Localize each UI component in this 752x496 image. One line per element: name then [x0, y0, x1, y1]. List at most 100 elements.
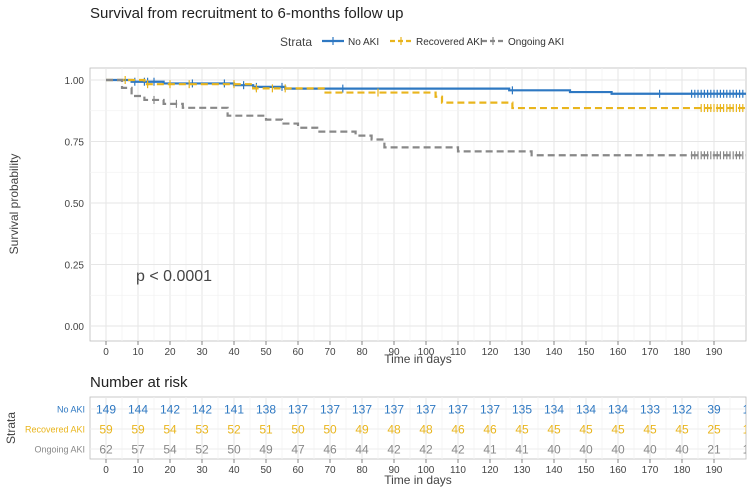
risk-x-tick-label: 190	[706, 465, 723, 476]
y-tick-label: 0.00	[65, 322, 85, 333]
risk-count: 137	[352, 403, 372, 417]
risk-table-y-label: Strata	[4, 412, 18, 444]
y-tick-label: 1.00	[65, 76, 85, 87]
x-tick-label: 90	[388, 347, 400, 358]
risk-x-tick-label: 160	[610, 465, 627, 476]
risk-row-label: No AKI	[57, 405, 85, 415]
risk-count: 142	[192, 403, 212, 417]
legend-label: Ongoing AKI	[508, 37, 564, 48]
risk-count: 1	[743, 423, 750, 437]
x-axis-ticks: 0 10 20 30 40 50 60 70 80 90 100 110 120 130 140 150 160…	[103, 341, 723, 358]
risk-count: 1	[743, 403, 750, 417]
risk-count: 50	[291, 423, 305, 437]
risk-x-tick-label: 80	[356, 465, 368, 476]
risk-count: 39	[707, 403, 721, 417]
risk-count: 51	[259, 423, 273, 437]
risk-count: 138	[256, 403, 276, 417]
risk-table-x-ticks: 0 10 20 30 40 50 60 70 80 90 100 110 120 130 140 150 160…	[103, 459, 723, 476]
risk-count: 45	[611, 423, 625, 437]
risk-count: 1	[743, 443, 750, 457]
risk-count: 52	[227, 423, 241, 437]
risk-count: 49	[355, 423, 369, 437]
risk-x-tick-label: 170	[642, 465, 659, 476]
risk-count: 25	[707, 423, 721, 437]
risk-count: 133	[640, 403, 660, 417]
risk-x-tick-label: 0	[103, 465, 109, 476]
risk-count: 45	[515, 423, 529, 437]
survival-panel: 0.00 0.25 0.50 0.75 1.00 0 10 20 30 40 50 60 70 80 90…	[7, 67, 747, 366]
risk-count: 137	[480, 403, 500, 417]
risk-table-gridlines	[90, 397, 746, 459]
legend: Strata No AKI Recovered AKI Ongoing AKI	[280, 35, 564, 49]
y-axis-label: Survival probability	[7, 154, 21, 255]
risk-count: 137	[288, 403, 308, 417]
legend-label: Recovered AKI	[416, 37, 483, 48]
risk-x-tick-label: 50	[260, 465, 272, 476]
risk-count: 54	[163, 423, 177, 437]
x-tick-label: 30	[196, 347, 208, 358]
x-tick-label: 160	[610, 347, 627, 358]
risk-x-tick-label: 90	[388, 465, 400, 476]
x-tick-label: 0	[103, 347, 109, 358]
risk-count: 42	[419, 443, 433, 457]
x-tick-label: 120	[482, 347, 499, 358]
x-axis-label: Time in days	[384, 352, 452, 366]
x-tick-label: 20	[164, 347, 176, 358]
risk-count: 134	[608, 403, 628, 417]
risk-table-x-label: Time in days	[384, 473, 452, 487]
risk-table-title: Number at risk	[90, 374, 188, 391]
risk-x-tick-label: 10	[132, 465, 144, 476]
x-tick-label: 60	[292, 347, 304, 358]
risk-count: 46	[483, 423, 497, 437]
x-tick-label: 140	[546, 347, 563, 358]
risk-count: 48	[419, 423, 433, 437]
x-tick-label: 130	[514, 347, 531, 358]
risk-count: 42	[451, 443, 465, 457]
risk-count: 45	[675, 423, 689, 437]
x-tick-label: 50	[260, 347, 272, 358]
risk-count: 52	[195, 443, 209, 457]
risk-count: 137	[384, 403, 404, 417]
risk-count: 41	[483, 443, 497, 457]
x-tick-label: 80	[356, 347, 368, 358]
x-tick-label: 180	[674, 347, 691, 358]
risk-count: 50	[323, 423, 337, 437]
risk-count: 134	[576, 403, 596, 417]
risk-count: 40	[547, 443, 561, 457]
legend-title: Strata	[280, 35, 312, 49]
risk-count: 57	[131, 443, 145, 457]
x-tick-label: 190	[706, 347, 723, 358]
risk-row-label: Ongoing AKI	[34, 445, 85, 455]
risk-count: 144	[128, 403, 148, 417]
x-tick-label: 100	[418, 347, 435, 358]
y-axis-ticks: 0.00 0.25 0.50 0.75 1.00	[65, 76, 85, 333]
legend-label: No AKI	[348, 37, 379, 48]
risk-count: 54	[163, 443, 177, 457]
x-tick-label: 150	[578, 347, 595, 358]
risk-count: 21	[707, 443, 721, 457]
risk-count: 49	[259, 443, 273, 457]
survival-curves	[106, 76, 746, 160]
risk-count: 132	[672, 403, 692, 417]
y-tick-label: 0.50	[65, 199, 85, 210]
risk-x-tick-label: 60	[292, 465, 304, 476]
risk-count: 137	[320, 403, 340, 417]
risk-count: 59	[99, 423, 113, 437]
risk-count: 149	[96, 403, 116, 417]
x-tick-label: 70	[324, 347, 336, 358]
risk-count: 137	[416, 403, 436, 417]
risk-count: 40	[611, 443, 625, 457]
y-tick-label: 0.75	[65, 138, 85, 149]
survival-curve-no-aki	[106, 78, 746, 95]
risk-x-tick-label: 180	[674, 465, 691, 476]
risk-count: 46	[451, 423, 465, 437]
risk-count: 59	[131, 423, 145, 437]
survival-curve-ongoing-aki	[106, 78, 746, 157]
risk-x-tick-label: 110	[450, 465, 466, 476]
risk-count: 137	[448, 403, 468, 417]
risk-count: 134	[544, 403, 564, 417]
risk-count: 45	[579, 423, 593, 437]
risk-count: 45	[547, 423, 561, 437]
risk-count: 48	[387, 423, 401, 437]
